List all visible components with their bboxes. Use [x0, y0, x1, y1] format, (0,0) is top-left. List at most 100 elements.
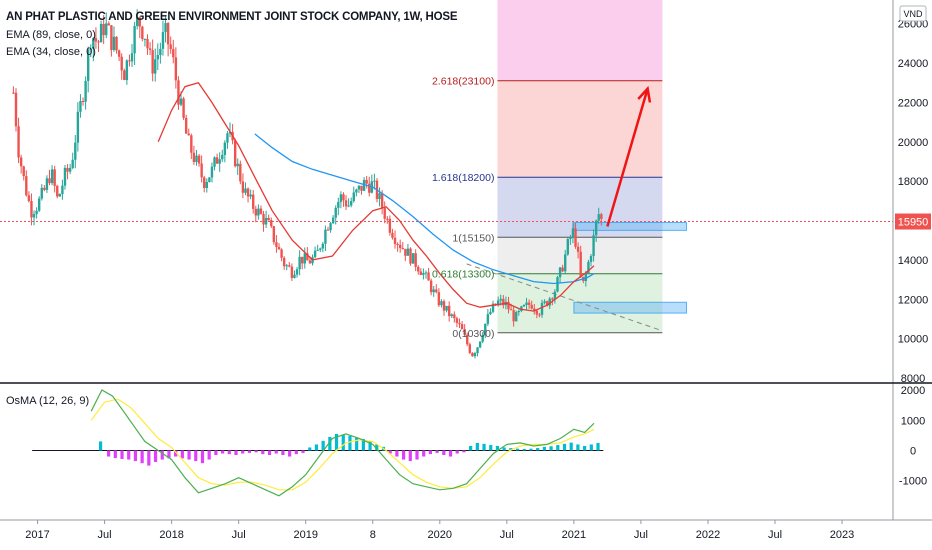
- time-tick-label: Jul: [98, 529, 112, 541]
- candle-body: [252, 194, 255, 209]
- osma-bar: [435, 450, 439, 453]
- candle-body: [293, 274, 296, 278]
- osma-bar: [368, 441, 372, 451]
- time-tick-label: Jul: [768, 529, 782, 541]
- candle-body: [277, 246, 281, 250]
- fibonacci-level-label: 1(15150): [452, 232, 494, 244]
- price-tick-label: 10000: [898, 334, 929, 346]
- candle-body: [427, 272, 430, 281]
- candle-body: [282, 257, 286, 267]
- candle-body: [76, 111, 80, 143]
- candle-body: [540, 302, 544, 315]
- candle-body: [355, 189, 358, 193]
- candle-body: [89, 48, 92, 50]
- candle-body: [133, 26, 136, 54]
- candle-body: [135, 17, 139, 27]
- candle-body: [486, 314, 490, 324]
- candle-body: [481, 334, 484, 342]
- candle-body: [509, 309, 513, 311]
- candle-body: [99, 23, 103, 43]
- osma-bar: [214, 450, 218, 456]
- osma-histogram: [98, 433, 600, 466]
- candle-body: [107, 23, 111, 26]
- candle-body: [411, 253, 415, 264]
- osma-pane[interactable]: -1000 0 1000 2000: [32, 385, 927, 497]
- candle-body: [14, 92, 18, 127]
- candle-body: [383, 207, 386, 219]
- candle-body: [84, 80, 87, 102]
- osma-bar: [562, 443, 567, 451]
- osma-bar: [536, 448, 540, 451]
- candle-body: [401, 248, 404, 250]
- candle-body: [424, 272, 428, 274]
- candle-body: [556, 277, 559, 292]
- trendline[interactable]: [466, 263, 663, 332]
- osma-bar: [120, 450, 124, 459]
- osma-bar: [194, 450, 198, 462]
- candle-body: [347, 205, 350, 207]
- support-zones[interactable]: [573, 222, 688, 314]
- osma-bar: [207, 450, 211, 460]
- osma-bar: [361, 439, 365, 451]
- candle-body: [329, 223, 332, 231]
- candle-body: [538, 314, 541, 316]
- ema-89-legend[interactable]: EMA (89, close, 0): [6, 29, 96, 41]
- candle-body: [40, 187, 43, 199]
- osma-bar: [200, 450, 205, 464]
- time-tick-label: Jul: [500, 529, 514, 541]
- candle-body: [218, 159, 221, 164]
- time-tick-label: Jul: [634, 529, 648, 541]
- osma-bar: [589, 444, 593, 451]
- price-tick-label: 26000: [898, 19, 929, 31]
- candle-body: [321, 243, 325, 249]
- candle-body: [43, 187, 46, 190]
- osma-tick-label: 0: [910, 445, 916, 457]
- osma-tick-label: 1000: [901, 415, 925, 427]
- candle-body: [125, 60, 129, 81]
- candle-body: [517, 311, 521, 313]
- candle-body: [342, 194, 345, 201]
- osma-bar: [448, 450, 453, 457]
- candle-body: [123, 70, 126, 81]
- candle-body: [53, 169, 56, 186]
- osma-bar: [495, 445, 500, 451]
- candle-body: [579, 251, 582, 277]
- candle-body: [360, 185, 363, 191]
- candle-body: [226, 133, 229, 143]
- candle-body: [447, 305, 451, 317]
- candle-body: [349, 201, 353, 206]
- candle-body: [460, 324, 464, 330]
- candle-body: [259, 208, 263, 214]
- candle-body: [50, 169, 54, 184]
- candle-body: [507, 301, 510, 310]
- osma-bar: [174, 450, 178, 457]
- ema-34-legend[interactable]: EMA (34, close, 0): [6, 46, 96, 58]
- price-pane[interactable]: 0(10300) 0.618(13300) 1(15150) 1.618(18200)…: [0, 0, 893, 382]
- candle-body: [146, 38, 149, 49]
- candle-body: [491, 303, 495, 312]
- candle-body: [200, 163, 203, 178]
- candle-body: [141, 26, 144, 39]
- candle-body: [27, 195, 31, 202]
- candle-body: [241, 181, 245, 193]
- candle-body: [334, 207, 337, 218]
- candle-body: [522, 304, 526, 307]
- candle-body: [58, 194, 62, 197]
- time-axis[interactable]: 2017 Jul 2018 Jul 2019 8 2020 Jul 2021 Jul 2022 Jul…: [25, 520, 854, 541]
- candle-body: [473, 353, 477, 357]
- osma-legend[interactable]: OsMA (12, 26, 9): [6, 395, 89, 407]
- candle-body: [187, 133, 190, 136]
- price-axis[interactable]: 8000100001200014000160001800020000220002…: [892, 0, 931, 520]
- candle-body: [275, 242, 278, 247]
- candle-body: [393, 237, 397, 245]
- candle-body: [190, 135, 193, 153]
- candle-body: [404, 248, 407, 256]
- osma-bar: [583, 445, 587, 451]
- osma-bar: [509, 448, 513, 451]
- candle-body: [270, 220, 273, 227]
- candle-body: [257, 208, 260, 216]
- candle-body: [74, 142, 77, 160]
- target-arrow[interactable]: [606, 85, 652, 227]
- candle-body: [496, 300, 500, 306]
- last-price-label: 15950: [898, 217, 929, 229]
